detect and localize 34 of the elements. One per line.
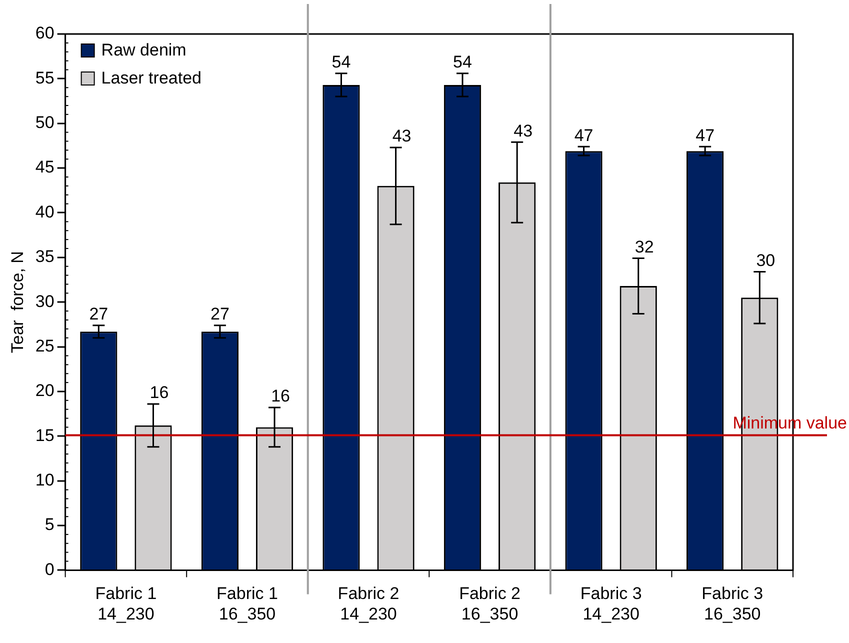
data-label: 47 xyxy=(574,126,594,145)
data-label: 27 xyxy=(210,304,230,324)
y-tick-label: 10 xyxy=(35,470,54,490)
y-tick-label: 45 xyxy=(35,158,54,177)
data-label: 43 xyxy=(514,121,533,140)
data-label: 54 xyxy=(332,52,351,72)
legend-label: Laser treated xyxy=(101,68,202,88)
y-tick-label: 5 xyxy=(44,515,54,534)
x-tick-label: Fabric 1 14_230 xyxy=(95,584,157,624)
data-label: 16 xyxy=(150,383,169,402)
y-tick-label: 35 xyxy=(35,247,54,266)
x-tick-label: Fabric 3 14_230 xyxy=(580,584,642,624)
x-tick-label: Fabric 2 16_350 xyxy=(459,584,521,624)
data-label: 47 xyxy=(696,126,715,145)
data-label: 43 xyxy=(392,126,412,146)
data-label: 16 xyxy=(271,386,290,406)
data-label: 27 xyxy=(89,304,108,324)
y-tick-label: 15 xyxy=(35,426,54,445)
y-tick-label: 50 xyxy=(35,113,54,132)
data-label: 32 xyxy=(634,238,654,256)
data-label: 54 xyxy=(453,52,472,72)
legend-label: Raw denim xyxy=(101,40,186,60)
x-tick-label: Fabric 3 16_350 xyxy=(702,584,764,624)
y-tick-label: 40 xyxy=(35,202,54,222)
data-label: 30 xyxy=(756,250,776,270)
y-tick-label: 60 xyxy=(35,24,54,43)
x-tick-label: Fabric 2 14_230 xyxy=(338,584,400,624)
y-tick-label: 25 xyxy=(35,336,54,356)
y-tick-label: 30 xyxy=(35,292,54,311)
y-tick-label: 20 xyxy=(35,381,54,400)
y-tick-label: 0 xyxy=(44,560,54,579)
x-tick-label: Fabric 1 16_350 xyxy=(216,584,278,624)
y-tick-label: 55 xyxy=(35,68,54,88)
y-axis-title: Tear force, N xyxy=(8,251,27,354)
